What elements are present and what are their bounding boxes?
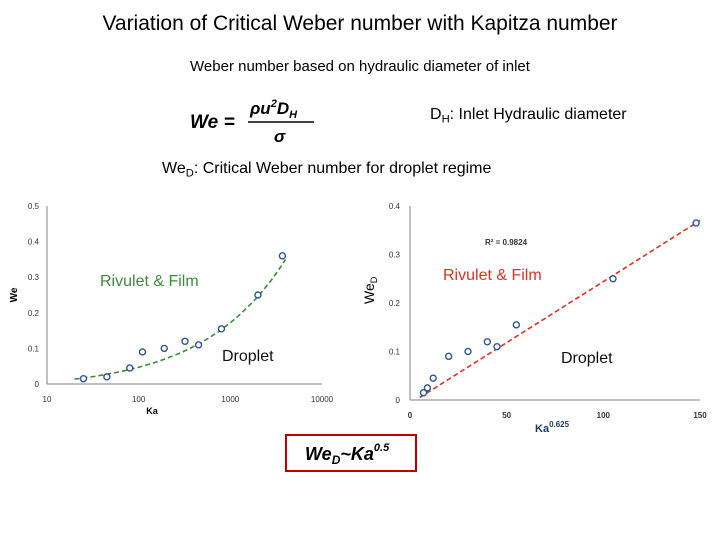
- result-rhs-sup: 0.5: [374, 442, 390, 454]
- wed-main: We: [162, 160, 186, 177]
- right-x-tick-label: 0: [408, 411, 413, 420]
- formula-num-d: D: [277, 99, 289, 118]
- formula-num-h: H: [289, 109, 298, 121]
- left-data-point: [217, 325, 226, 333]
- right-data-point: [444, 352, 453, 361]
- formula-num-sq: 2: [270, 98, 277, 110]
- right-y-tick-label: 0.3: [389, 251, 401, 260]
- right-x-tick-label: 100: [597, 411, 611, 420]
- right-fit-line: [419, 219, 701, 399]
- left-y-tick-label: 0.4: [28, 238, 40, 247]
- scaling-result: WeD~Ka0.5: [305, 442, 390, 467]
- right-data-point: [464, 347, 472, 356]
- result-lhs: We: [305, 444, 332, 464]
- wed-sub: D: [185, 167, 194, 180]
- right-y-tick-label: 0: [396, 396, 401, 405]
- svg-text:=: =: [224, 112, 235, 133]
- dh-sub: H: [441, 113, 450, 126]
- left-data-point: [103, 373, 111, 381]
- right-r-squared: R² = 0.9824: [485, 238, 528, 247]
- svg-text:WeD~Ka0.5: WeD~Ka0.5: [305, 442, 390, 467]
- page-title: Variation of Critical Weber number with …: [102, 12, 618, 35]
- left-x-tick-label: 10: [43, 395, 52, 404]
- left-y-tick-label: 0.5: [28, 202, 40, 211]
- right-data-point: [512, 321, 521, 329]
- critical-weber-note: WeD: Critical Weber number for droplet r…: [162, 160, 491, 179]
- page-subtitle: Weber number based on hydraulic diameter…: [190, 58, 530, 75]
- left-y-tick-label: 0: [35, 380, 40, 389]
- right-x-axis-label: Ka0.625: [535, 420, 570, 435]
- left-x-tick-label: 100: [132, 395, 146, 404]
- left-chart: 0 0.1 0.2 0.3 0.4 0.5 10 100 1000 10000 Ka We Rivule…: [9, 202, 334, 416]
- left-data-point: [194, 341, 203, 349]
- right-x-tick-label: 50: [502, 411, 511, 420]
- left-data-point: [160, 344, 168, 353]
- result-rhs: Ka: [351, 444, 374, 464]
- left-data-point: [181, 337, 189, 345]
- right-y-tick-label: 0.4: [389, 202, 401, 211]
- left-data-point: [126, 364, 134, 372]
- right-annotation-rivulet: Rivulet & Film: [443, 267, 542, 284]
- left-data-point: [79, 374, 88, 383]
- left-data-point: [254, 291, 262, 299]
- right-data-point: [692, 219, 700, 227]
- dh-main: D: [430, 106, 442, 123]
- right-data-point: [483, 338, 492, 346]
- right-data-point: [609, 275, 617, 283]
- hydraulic-diameter-note: DH: Inlet Hydraulic diameter: [430, 106, 627, 125]
- left-annotation-rivulet: Rivulet & Film: [100, 273, 199, 290]
- left-data-point: [138, 348, 147, 356]
- right-chart: 0 0.1 0.2 0.3 0.4 0 50 100 150 Ka0.625 WeD R² = 0.9…: [361, 202, 707, 435]
- right-data-point: [493, 342, 501, 351]
- left-y-tick-label: 0.3: [28, 273, 40, 282]
- svg-text:ρu2DH: ρu2DH: [249, 98, 298, 121]
- right-data-point: [429, 374, 437, 382]
- right-annotation-droplet: Droplet: [561, 350, 613, 367]
- left-y-axis-label: We: [9, 287, 20, 302]
- right-data-point: [419, 389, 428, 397]
- left-x-tick-label: 10000: [311, 395, 334, 404]
- left-x-tick-label: 1000: [221, 395, 239, 404]
- right-y-axis-label: WeD: [361, 276, 379, 304]
- formula-num-main: ρu: [249, 99, 271, 118]
- left-y-tick-label: 0.1: [28, 344, 40, 353]
- formula-den: σ: [274, 127, 286, 146]
- left-fit-curve: [74, 259, 287, 380]
- weber-formula: We = ρu2DH σ: [190, 98, 314, 146]
- left-x-axis-label: Ka: [146, 406, 158, 416]
- right-x-tick-label: 150: [693, 411, 707, 420]
- wed-rest: : Critical Weber number for droplet regi…: [193, 160, 492, 177]
- right-data-point: [423, 384, 432, 392]
- formula-lhs: We: [190, 112, 219, 133]
- right-y-tick-label: 0.1: [389, 348, 401, 357]
- dh-rest: : Inlet Hydraulic diameter: [449, 106, 627, 123]
- result-tilde: ~: [340, 444, 351, 464]
- left-data-point: [278, 252, 287, 260]
- right-y-tick-label: 0.2: [389, 299, 401, 308]
- result-lhs-sub: D: [332, 453, 341, 467]
- left-y-tick-label: 0.2: [28, 309, 40, 318]
- left-annotation-droplet: Droplet: [222, 348, 274, 365]
- scaling-result-box: WeD~Ka0.5: [285, 434, 417, 472]
